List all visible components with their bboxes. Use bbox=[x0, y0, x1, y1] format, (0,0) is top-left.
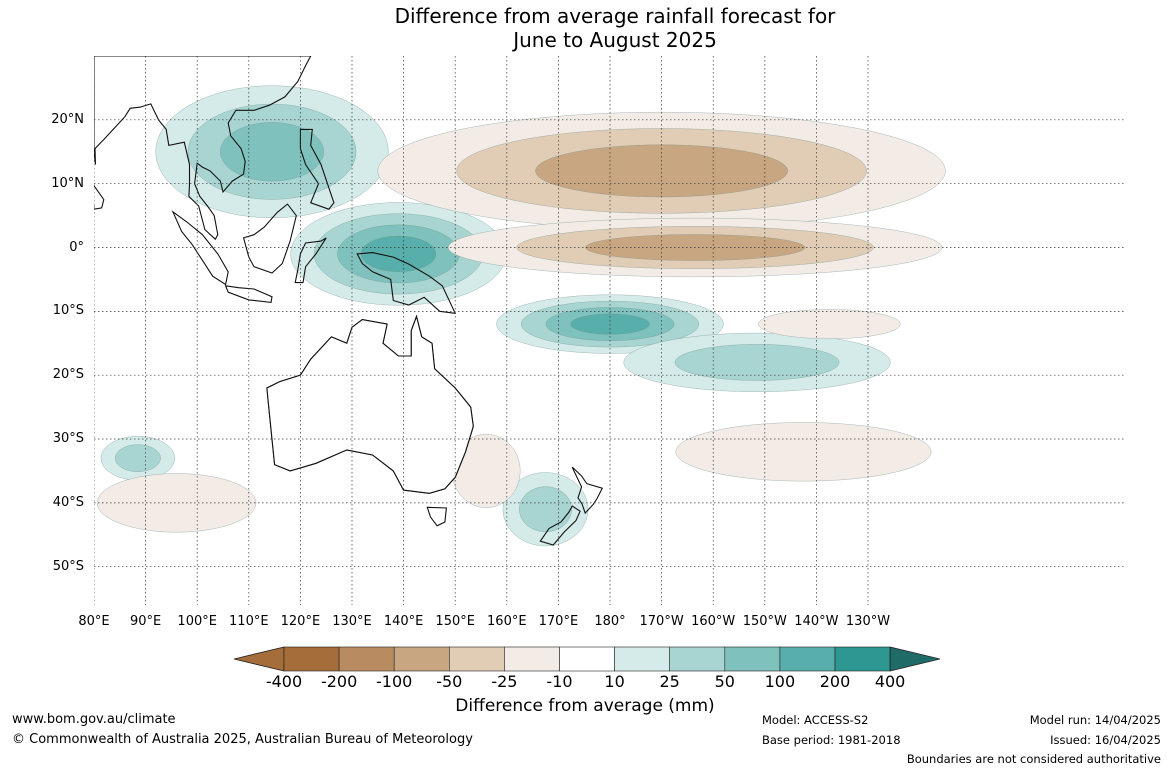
longitude-label: 100°E bbox=[177, 614, 217, 629]
colorbar-tick-label: -10 bbox=[546, 672, 573, 691]
longitude-label: 180° bbox=[594, 614, 626, 629]
anomaly-region bbox=[623, 332, 891, 392]
colorbar-swatch bbox=[338, 646, 395, 672]
longitude-label: 140°W bbox=[794, 614, 839, 629]
colorbar-tick-label: 50 bbox=[714, 672, 735, 691]
colorbar-swatch bbox=[724, 646, 781, 672]
coastline bbox=[571, 466, 604, 515]
website-link[interactable]: www.bom.gov.au/climate bbox=[12, 712, 176, 727]
anomaly-contour bbox=[675, 422, 932, 482]
colorbar-swatch bbox=[559, 646, 615, 672]
colorbar-swatch bbox=[449, 646, 505, 672]
longitude-label: 170°W bbox=[639, 614, 684, 629]
colorbar-tick-label: -25 bbox=[491, 672, 518, 691]
coastline bbox=[299, 128, 335, 210]
colorbar-swatch bbox=[669, 646, 726, 672]
colorbar-swatch bbox=[834, 646, 891, 672]
anomaly-region bbox=[675, 422, 932, 482]
anomaly-contour bbox=[96, 473, 257, 533]
colorbar-swatch bbox=[393, 646, 450, 672]
australia bbox=[266, 314, 474, 494]
longitude-label: 160°W bbox=[691, 614, 736, 629]
boundary-disclaimer: Boundaries are not considered authoritat… bbox=[906, 752, 1161, 766]
coastline bbox=[356, 252, 457, 314]
forecast-map bbox=[94, 56, 1126, 605]
graticule bbox=[94, 56, 1126, 605]
longitude-label: 140°E bbox=[383, 614, 424, 629]
anomaly-region bbox=[96, 473, 257, 533]
colorbar bbox=[232, 646, 941, 676]
longitude-label: 150°E bbox=[435, 614, 475, 629]
coastline bbox=[426, 506, 448, 527]
model-run-date: Model run: 14/04/2025 bbox=[1029, 713, 1161, 727]
coastline bbox=[94, 184, 105, 210]
coastline bbox=[242, 203, 297, 274]
longitude-label: 80°E bbox=[78, 614, 110, 629]
colorbar-tick-label: -100 bbox=[376, 672, 413, 691]
colorbar-tick-label: 10 bbox=[604, 672, 625, 691]
anomaly-region bbox=[758, 309, 901, 339]
colorbar-tick-label: 200 bbox=[819, 672, 851, 691]
title-line-2: June to August 2025 bbox=[513, 28, 717, 52]
model-name: Model: ACCESS-S2 bbox=[762, 713, 869, 727]
colorbar-tick-label: -400 bbox=[265, 672, 303, 691]
longitude-label: 160°E bbox=[487, 614, 527, 629]
colorbar-tick-label: 400 bbox=[874, 672, 906, 691]
latitude-label: 10°N bbox=[51, 175, 84, 191]
longitude-label: 150°W bbox=[742, 614, 787, 629]
longitude-label: 170°E bbox=[538, 614, 579, 629]
coastline bbox=[171, 210, 229, 286]
anomaly-contour bbox=[519, 486, 572, 532]
issued-date: Issued: 16/04/2025 bbox=[1050, 733, 1161, 747]
anomaly-contour bbox=[115, 444, 161, 472]
anomaly-contour bbox=[220, 122, 324, 182]
latitude-label: 20°N bbox=[51, 111, 84, 127]
colorbar-label: Difference from average (mm) bbox=[455, 696, 715, 716]
latitude-label: 0° bbox=[69, 239, 84, 255]
copyright-text: © Commonwealth of Australia 2025, Austra… bbox=[12, 732, 473, 747]
coastline bbox=[224, 285, 273, 304]
colorbar-arrow-high bbox=[889, 646, 941, 672]
colorbar-swatch bbox=[779, 646, 836, 672]
anomaly-contour bbox=[360, 235, 437, 272]
colorbar-swatch bbox=[504, 646, 560, 672]
map-title: Difference from average rainfall forecas… bbox=[0, 4, 1173, 52]
title-line-1: Difference from average rainfall forecas… bbox=[394, 4, 836, 28]
coastline bbox=[294, 237, 327, 284]
longitude-label: 110°E bbox=[229, 614, 269, 629]
anomaly-contour bbox=[758, 309, 901, 339]
coastline bbox=[94, 56, 312, 241]
map-canvas bbox=[94, 56, 1126, 605]
anomaly-region bbox=[377, 112, 946, 230]
longitude-label: 120°E bbox=[280, 614, 321, 629]
colorbar-tick-label: 100 bbox=[764, 672, 796, 691]
longitude-label: 90°E bbox=[129, 614, 162, 629]
colorbar-swatch bbox=[614, 646, 671, 672]
anomaly-region bbox=[155, 85, 389, 218]
anomaly-region bbox=[290, 202, 507, 306]
latitude-label: 50°S bbox=[52, 558, 84, 574]
base-period: Base period: 1981-2018 bbox=[762, 733, 901, 747]
colorbar-tick-label: 25 bbox=[659, 672, 680, 691]
longitude-label: 130°W bbox=[845, 614, 891, 629]
latitude-label: 10°S bbox=[52, 303, 84, 319]
colorbar-tick-label: -200 bbox=[320, 672, 358, 691]
latitude-label: 30°S bbox=[52, 431, 84, 447]
anomaly-region bbox=[100, 436, 175, 481]
colorbar-tick-label: -50 bbox=[436, 672, 463, 691]
colorbar-swatch bbox=[283, 646, 340, 672]
latitude-label: 40°S bbox=[52, 494, 84, 510]
anomaly-contour bbox=[674, 344, 840, 381]
colorbar-swatches bbox=[233, 646, 941, 672]
longitude-label: 130°E bbox=[332, 614, 372, 629]
coastline bbox=[539, 505, 581, 546]
latitude-label: 20°S bbox=[52, 367, 84, 383]
colorbar-arrow-low bbox=[233, 646, 285, 672]
